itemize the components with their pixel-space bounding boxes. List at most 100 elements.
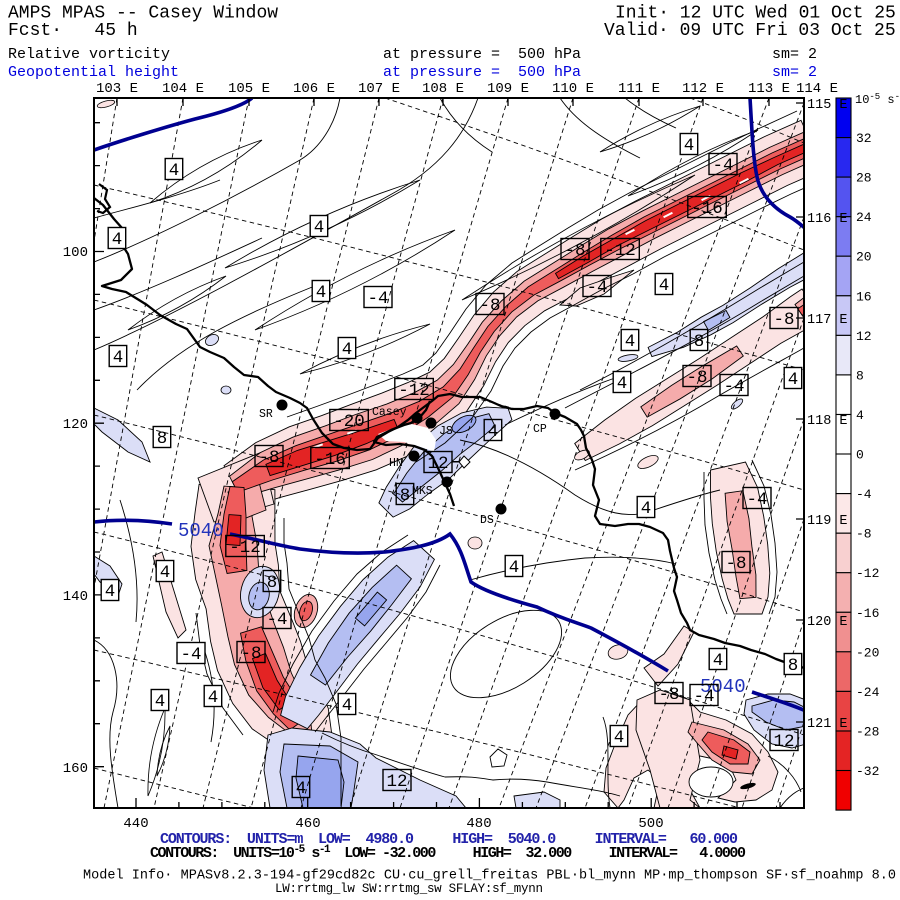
svg-text:-8: -8 [564,241,585,261]
svg-text:-20: -20 [856,645,879,660]
svg-text:100: 100 [63,245,88,261]
svg-text:-4: -4 [723,377,744,397]
svg-text:-4: -4 [693,687,714,707]
svg-text:4: 4 [788,370,799,390]
svg-text:108 E: 108 E [422,81,464,97]
svg-text:111 E: 111 E [618,81,660,97]
svg-text:32: 32 [856,131,872,146]
svg-text:12: 12 [427,454,448,474]
svg-text:480: 480 [466,816,491,832]
svg-text:110 E: 110 E [552,81,594,97]
svg-text:-8: -8 [479,296,500,316]
svg-text:440: 440 [123,816,148,832]
svg-text:12: 12 [773,732,794,752]
svg-text:4: 4 [614,728,625,748]
svg-text:8: 8 [788,656,799,676]
svg-text:-12: -12 [604,241,636,261]
svg-text:105 E: 105 E [228,81,270,97]
svg-text:4: 4 [617,374,628,394]
svg-text:116 E: 116 E [807,212,848,227]
svg-text:Geopotential height: Geopotential height [8,64,179,81]
svg-text:at pressure = 500 hPa: at pressure = 500 hPa [383,64,581,81]
svg-text:4: 4 [684,136,695,156]
svg-text:at pressure = 500 hPa: at pressure = 500 hPa [383,46,581,63]
svg-text:-8: -8 [686,368,707,388]
svg-text:107 E: 107 E [358,81,400,97]
svg-text:106 E: 106 E [293,81,335,97]
svg-text:4: 4 [488,422,499,442]
svg-text:-32: -32 [856,764,879,779]
svg-text:HN: HN [389,457,403,470]
svg-text:-12: -12 [229,538,261,558]
svg-text:4: 4 [105,582,116,602]
svg-text:-8: -8 [856,527,872,542]
svg-text:-4: -4 [712,156,733,176]
svg-text:-8: -8 [725,554,746,574]
svg-text:SR: SR [259,408,273,421]
svg-text:4: 4 [316,283,327,303]
svg-text:sm= 2: sm= 2 [772,46,817,63]
svg-text:Valid· 09 UTC Fri 03 Oct 25: Valid· 09 UTC Fri 03 Oct 25 [604,21,896,41]
svg-text:24: 24 [856,210,872,225]
svg-text:-16: -16 [856,606,879,621]
svg-text:-8: -8 [240,644,261,664]
svg-text:-16: -16 [691,199,723,219]
svg-text:-24: -24 [856,685,880,700]
svg-text:4: 4 [659,276,670,296]
svg-text:4: 4 [169,161,180,181]
svg-text:-4: -4 [266,610,287,630]
svg-text:Fcst· 45 h: Fcst· 45 h [8,21,138,41]
svg-text:-28: -28 [856,725,879,740]
svg-text:4: 4 [155,692,166,712]
svg-text:114 E: 114 E [796,81,838,97]
svg-text:20: 20 [856,250,872,265]
svg-text:28: 28 [856,171,872,186]
svg-text:8: 8 [856,368,864,383]
svg-text:103 E: 103 E [96,81,138,97]
svg-text:115 E: 115 E [807,98,848,113]
svg-text:-8: -8 [258,448,279,468]
svg-text:104 E: 104 E [162,81,204,97]
svg-text:8: 8 [400,486,411,506]
svg-text:12: 12 [386,772,407,792]
svg-text:109 E: 109 E [487,81,529,97]
svg-text:500: 500 [638,816,663,832]
svg-text:12: 12 [856,329,872,344]
svg-text:-4: -4 [746,490,767,510]
svg-text:160: 160 [63,761,88,777]
svg-text:-16: -16 [314,450,346,470]
svg-text:4: 4 [342,696,353,716]
svg-text:4: 4 [509,558,520,578]
svg-text:JS: JS [439,425,453,438]
svg-text:-8: -8 [773,310,794,330]
svg-text:-4: -4 [856,487,872,502]
svg-text:4: 4 [208,688,219,708]
svg-text:4: 4 [625,332,636,352]
svg-text:16: 16 [856,289,872,304]
svg-text:Init· 12 UTC Wed 01 Oct 25: Init· 12 UTC Wed 01 Oct 25 [615,4,896,24]
svg-text:-12: -12 [398,381,430,401]
svg-text:10-5 s-1: 10-5 s-1 [855,92,900,107]
svg-text:4: 4 [641,499,652,519]
svg-text:-4: -4 [586,278,607,298]
svg-text:121 E: 121 E [807,717,848,732]
svg-text:117 E: 117 E [807,313,848,328]
svg-text:4: 4 [113,348,124,368]
svg-text:-4: -4 [367,289,388,309]
svg-text:AMPS MPAS -- Casey Window: AMPS MPAS -- Casey Window [8,4,278,24]
svg-text:sm= 2: sm= 2 [772,64,817,81]
svg-text:-4: -4 [180,645,201,665]
svg-text:120: 120 [63,417,88,433]
svg-text:8: 8 [267,573,278,593]
svg-text:CONTOURS: UNITS=m LOW= 4980: CONTOURS: UNITS=m LOW= 4980.0 HIGH= 5040… [160,831,738,848]
svg-text:-12: -12 [856,566,879,581]
svg-text:Relative vorticity: Relative vorticity [8,46,170,63]
svg-text:4: 4 [713,651,724,671]
svg-text:460: 460 [295,816,320,832]
svg-text:4: 4 [314,218,325,238]
svg-text:5040: 5040 [700,676,746,698]
svg-text:118 E: 118 E [807,414,848,429]
svg-text:0: 0 [856,448,864,463]
svg-text:5040: 5040 [178,520,224,542]
svg-text:LW:rrtmg_lw SW:rrtmg_sw SFLAY:: LW:rrtmg_lw SW:rrtmg_sw SFLAY:sf_mynn [275,882,543,896]
